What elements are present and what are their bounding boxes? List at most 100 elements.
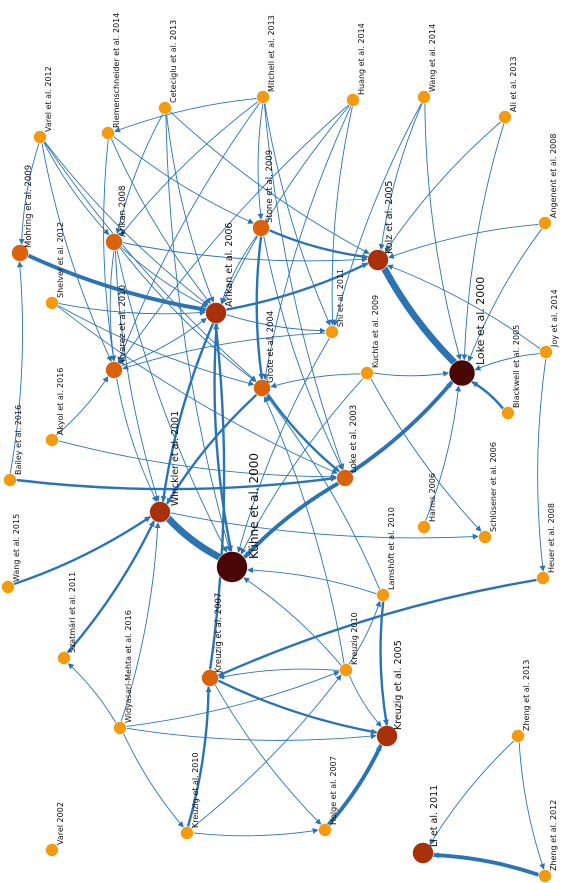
edge-wang2014-loke2000 xyxy=(424,102,462,361)
edge-akyol2016-loke2003 xyxy=(57,440,337,480)
edge-arikan2008-arikan2006 xyxy=(120,246,208,307)
node-alvarez2010[interactable] xyxy=(105,361,123,379)
node-kreuzig2007[interactable] xyxy=(201,669,219,687)
node-label-varel2012: Varel et al. 2012 xyxy=(44,66,53,132)
node-kreuzig2010b[interactable] xyxy=(339,663,353,677)
node-schlusener2006[interactable] xyxy=(478,530,492,544)
edge-arikan2008-alvarez2010 xyxy=(109,250,117,362)
edge-riemen2014-arikan2006 xyxy=(110,138,211,305)
edge-layer xyxy=(9,98,547,877)
node-ali2013[interactable] xyxy=(498,110,512,124)
node-varel2012[interactable] xyxy=(33,130,47,144)
edge-arikan2006-winckler2001 xyxy=(160,321,215,503)
node-label-cete2013: Ceteciglu et al. 2013 xyxy=(169,20,178,103)
node-bailey2016[interactable] xyxy=(3,473,17,487)
node-wang2015[interactable] xyxy=(1,580,15,594)
node-winckler2001[interactable] xyxy=(149,501,171,523)
edge-huang2014-grote2004 xyxy=(262,105,352,381)
edge-kreuzig2010a-kreuzig2007 xyxy=(186,686,212,828)
edge-arikan2006-kolz2005 xyxy=(224,262,369,311)
node-heuer2008[interactable] xyxy=(536,571,550,585)
node-angenent2008[interactable] xyxy=(538,216,552,230)
edge-zheng2013-li2011 xyxy=(429,740,515,846)
node-label-kreuzig2005: Kreuzig et al. 2005 xyxy=(393,640,404,730)
edge-joy2014-heuer2008 xyxy=(537,358,547,572)
node-zheng2013[interactable] xyxy=(511,729,525,743)
edge-angenent2008-kolz2005 xyxy=(388,223,540,259)
node-harms2006[interactable] xyxy=(417,520,431,534)
node-kreuzig2005[interactable] xyxy=(376,725,398,747)
edge-huang2014-arikan2006 xyxy=(221,105,350,305)
edge-shelver2012-grote2004 xyxy=(57,304,255,387)
node-mohring2009[interactable] xyxy=(11,244,29,262)
edge-ali2013-loke2000 xyxy=(461,122,505,361)
node-shi2011[interactable] xyxy=(325,325,339,339)
node-widyasari2016[interactable] xyxy=(113,721,127,735)
node-layer xyxy=(1,90,553,883)
node-label-widyasari2016: Widyasari-Mehta et al. 2016 xyxy=(124,610,133,723)
node-holge2007[interactable] xyxy=(318,823,332,837)
node-szatmari2011[interactable] xyxy=(57,651,71,665)
edge-holge2007-kreuzig2005 xyxy=(326,743,383,827)
edge-zheng2012-li2011 xyxy=(432,852,541,877)
edge-kreuzig2010b-kreuzig2005 xyxy=(348,675,382,728)
edge-kreuzig2010b-kuhne2000 xyxy=(243,577,342,667)
node-label-ali2013: Ali et al. 2013 xyxy=(509,56,518,112)
edge-cete2013-arikan2008 xyxy=(115,113,164,235)
edge-heuer2008-kreuzig2007 xyxy=(217,578,538,677)
node-label-shi2011: Shi et al. 2011 xyxy=(336,269,345,327)
node-lamshoft2010[interactable] xyxy=(376,588,390,602)
node-li2011[interactable] xyxy=(412,842,434,864)
node-mitchell2013[interactable] xyxy=(256,90,270,104)
edge-cete2013-arikan2006 xyxy=(166,113,215,303)
edge-ali2013-kolz2005 xyxy=(384,121,502,253)
node-arikan2006[interactable] xyxy=(205,302,227,324)
node-label-harms2006: Harms 2006 xyxy=(428,473,437,522)
node-varel2002[interactable] xyxy=(45,843,59,857)
edge-shelver2012-arikan2006 xyxy=(58,302,206,316)
node-label-kreuzig2010b: Kreuzig 2010 xyxy=(350,612,359,665)
node-arikan2008[interactable] xyxy=(105,233,123,251)
edge-kreuzig2010a-kreuzig2010b xyxy=(191,674,342,829)
edge-angenent2008-loke2000 xyxy=(467,228,543,362)
edge-kuchta2009-loke2000 xyxy=(373,370,450,377)
node-label-kreuzig2007: Kreuzig et al. 2007 xyxy=(214,593,224,673)
edge-varel2012-arikan2008 xyxy=(43,141,110,236)
node-huang2014[interactable] xyxy=(346,93,360,107)
node-kolz2005[interactable] xyxy=(367,249,389,271)
node-joy2014[interactable] xyxy=(539,345,553,359)
edge-varel2012-alvarez2010 xyxy=(41,142,112,362)
edge-arikan2008-winckler2001 xyxy=(114,249,160,502)
node-kuhne2000[interactable] xyxy=(216,551,248,583)
edge-riemen2014-alvarez2010 xyxy=(103,139,117,362)
node-label-kuhne2000: Kühne et al. 2000 xyxy=(247,453,261,559)
node-label-lamshoft2010: Lamshöft et al. 2010 xyxy=(387,507,396,590)
node-kuchta2009[interactable] xyxy=(360,366,374,380)
node-wang2014[interactable] xyxy=(417,90,431,104)
node-label-zheng2012: Zheng et al. 2012 xyxy=(549,800,558,871)
edge-arikan2006-shi2011 xyxy=(225,314,326,334)
edge-varel2012-grote2004 xyxy=(43,141,257,382)
node-loke2003[interactable] xyxy=(336,469,354,487)
edge-joy2014-kolz2005 xyxy=(386,264,541,350)
edge-kuchta2009-schlusener2006 xyxy=(370,377,482,532)
node-shelver2012[interactable] xyxy=(45,296,59,310)
node-label-schlusener2006: Schlüsener et al. 2006 xyxy=(489,442,498,532)
edge-szatmari2011-winckler2001 xyxy=(66,520,155,654)
node-label-akyol2016: Akyol et al. 2016 xyxy=(56,368,65,435)
node-grote2004[interactable] xyxy=(253,379,271,397)
edge-stone2009-grote2004 xyxy=(255,235,265,380)
node-stone2009[interactable] xyxy=(252,219,270,237)
node-label-stone2009: Stone et al. 2009 xyxy=(265,150,275,223)
node-kreuzig2010a[interactable] xyxy=(180,826,194,840)
edge-lamshoft2010-kuhne2000 xyxy=(247,567,378,595)
edge-widyasari2016-kreuzig2010a xyxy=(123,733,184,828)
edge-mitchell2013-arikan2008 xyxy=(120,101,259,237)
node-cete2013[interactable] xyxy=(158,101,172,115)
node-akyol2016[interactable] xyxy=(45,433,59,447)
node-riemen2014[interactable] xyxy=(101,126,115,140)
edge-bailey2016-mohring2009 xyxy=(9,261,24,474)
node-loke2000[interactable] xyxy=(448,359,476,387)
node-blackwell2005[interactable] xyxy=(501,406,515,420)
